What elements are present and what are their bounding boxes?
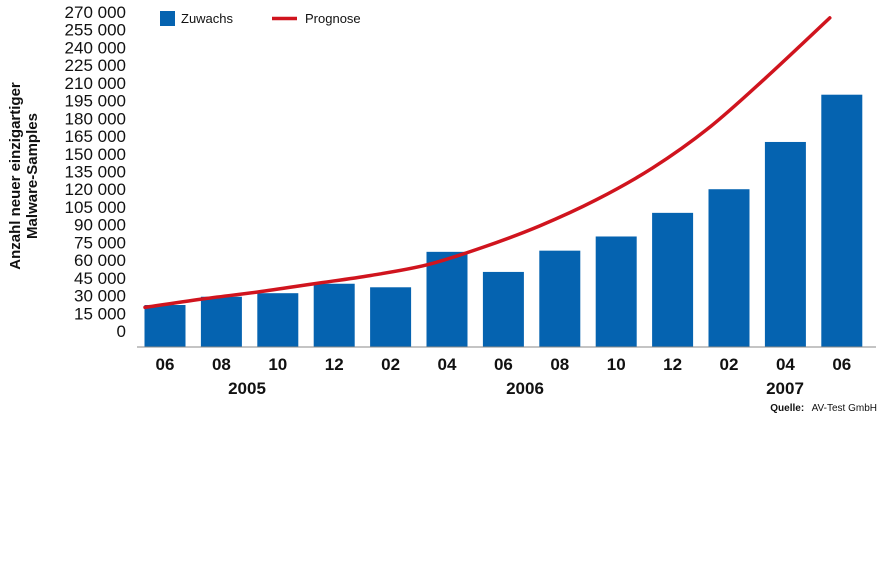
bar <box>313 283 355 347</box>
bar <box>821 94 863 347</box>
y-tick-label: 255 000 <box>65 21 126 40</box>
source-value: AV-Test GmbH <box>812 403 877 414</box>
y-tick-label: 135 000 <box>65 163 126 182</box>
y-tick-label: 30 000 <box>74 287 126 306</box>
y-axis-label-line: Anzahl neuer einzigartiger <box>7 82 24 270</box>
y-tick-label: 75 000 <box>74 233 126 252</box>
bar <box>539 250 581 347</box>
x-tick-label: 06 <box>156 355 175 374</box>
y-tick-label: 105 000 <box>65 198 126 217</box>
y-tick-label: 45 000 <box>74 269 126 288</box>
x-tick-label: 10 <box>268 355 287 374</box>
year-label: 2007 <box>766 379 804 398</box>
legend-swatch-zuwachs <box>160 11 175 26</box>
y-tick-label: 240 000 <box>65 38 126 57</box>
x-tick-label: 08 <box>212 355 231 374</box>
bar <box>595 236 637 347</box>
bar <box>257 293 299 347</box>
legend: Zuwachs Prognose <box>160 11 361 26</box>
y-tick-label: 15 000 <box>74 304 126 323</box>
bar-series-zuwachs <box>144 94 863 347</box>
x-axis-year-labels: 2005 2006 2007 <box>228 379 804 398</box>
y-axis-label-line: Malware-Samples <box>24 113 41 239</box>
bar <box>708 189 750 347</box>
x-axis-ticks: 06 08 10 12 02 04 06 08 10 12 02 04 06 <box>156 355 852 374</box>
y-tick-label: 150 000 <box>65 145 126 164</box>
y-tick-label: 165 000 <box>65 127 126 146</box>
x-tick-label: 04 <box>438 355 457 374</box>
x-tick-label: 08 <box>550 355 569 374</box>
y-tick-label: 90 000 <box>74 216 126 235</box>
source-label: Quelle: <box>770 403 804 414</box>
bar <box>370 287 412 347</box>
legend-label-prognose: Prognose <box>305 11 361 26</box>
line-series-prognose <box>143 16 832 310</box>
x-tick-label: 06 <box>832 355 851 374</box>
x-tick-label: 04 <box>776 355 795 374</box>
y-axis-label: Anzahl neuer einzigartiger Malware-Sample… <box>7 82 41 270</box>
bar <box>144 305 186 347</box>
y-tick-label: 225 000 <box>65 56 126 75</box>
year-label: 2005 <box>228 379 266 398</box>
bar <box>200 296 242 347</box>
y-tick-label: 270 000 <box>65 3 126 22</box>
x-tick-label: 12 <box>663 355 682 374</box>
x-tick-label: 02 <box>381 355 400 374</box>
y-tick-label: 210 000 <box>65 74 126 93</box>
bar <box>764 141 806 347</box>
x-tick-label: 06 <box>494 355 513 374</box>
legend-label-zuwachs: Zuwachs <box>181 11 234 26</box>
year-label: 2006 <box>506 379 544 398</box>
y-tick-label: 180 000 <box>65 109 126 128</box>
x-tick-label: 12 <box>325 355 344 374</box>
bar <box>426 251 468 347</box>
y-tick-label: 195 000 <box>65 92 126 111</box>
source-note: Quelle: AV-Test GmbH <box>770 398 877 415</box>
y-tick-label: 60 000 <box>74 251 126 270</box>
y-tick-label: 120 000 <box>65 180 126 199</box>
y-tick-label: 0 <box>117 322 126 341</box>
x-tick-label: 10 <box>607 355 626 374</box>
bar <box>652 212 694 347</box>
bar <box>482 271 524 347</box>
x-tick-label: 02 <box>720 355 739 374</box>
